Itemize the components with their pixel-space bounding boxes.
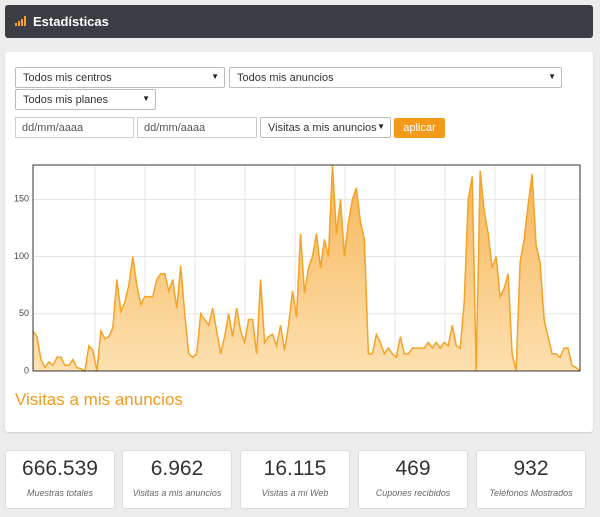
stat-card: 469 Cupones recibidos	[358, 450, 468, 509]
plot-border	[32, 164, 581, 372]
header-title: Estadísticas	[33, 14, 109, 29]
stat-card: 6.962 Visitas a mis anuncios	[122, 450, 232, 509]
y-tick-label: 50	[19, 308, 29, 318]
stat-label: Muestras totales	[26, 488, 94, 498]
stat-label: Teléfonos Mostrados	[489, 488, 573, 498]
stat-label: Visitas a mis anuncios	[132, 488, 222, 498]
stat-card: 666.539 Muestras totales	[5, 450, 115, 509]
stat-value: 16.115	[263, 457, 327, 480]
area	[33, 165, 580, 371]
select-centers[interactable]: Todos mis centros	[15, 67, 225, 88]
stat-label: Visitas a mi Web	[261, 488, 329, 498]
stat-value: 469	[395, 457, 431, 480]
line	[32, 164, 581, 373]
stat-card: 16.115 Visitas a mi Web	[240, 450, 350, 509]
stat-value: 932	[513, 457, 549, 480]
header: Estadísticas	[5, 5, 593, 38]
y-tick-label: 100	[14, 251, 29, 261]
stat-label: Cupones recibidos	[375, 488, 451, 498]
apply-button[interactable]: aplicar	[394, 118, 445, 138]
date-from[interactable]: dd/mm/aaaa	[15, 117, 134, 138]
date-to[interactable]: dd/mm/aaaa	[137, 117, 257, 138]
select-ads[interactable]: Todos mis anuncios	[229, 67, 562, 88]
stat-value: 666.539	[22, 457, 98, 480]
icon	[15, 16, 26, 26]
y-tick-label: 150	[14, 194, 29, 204]
y-tick-label: 0	[24, 365, 29, 375]
select-metric[interactable]: Visitas a mis anuncios	[260, 117, 391, 138]
chart-title: Visitas a mis anuncios	[15, 390, 183, 409]
chart: 0 50 100 150	[14, 164, 581, 375]
stat-value: 6.962	[150, 457, 204, 480]
stat-card: 932 Teléfonos Mostrados	[476, 450, 586, 509]
select-plans[interactable]: Todos mis planes	[15, 89, 156, 110]
